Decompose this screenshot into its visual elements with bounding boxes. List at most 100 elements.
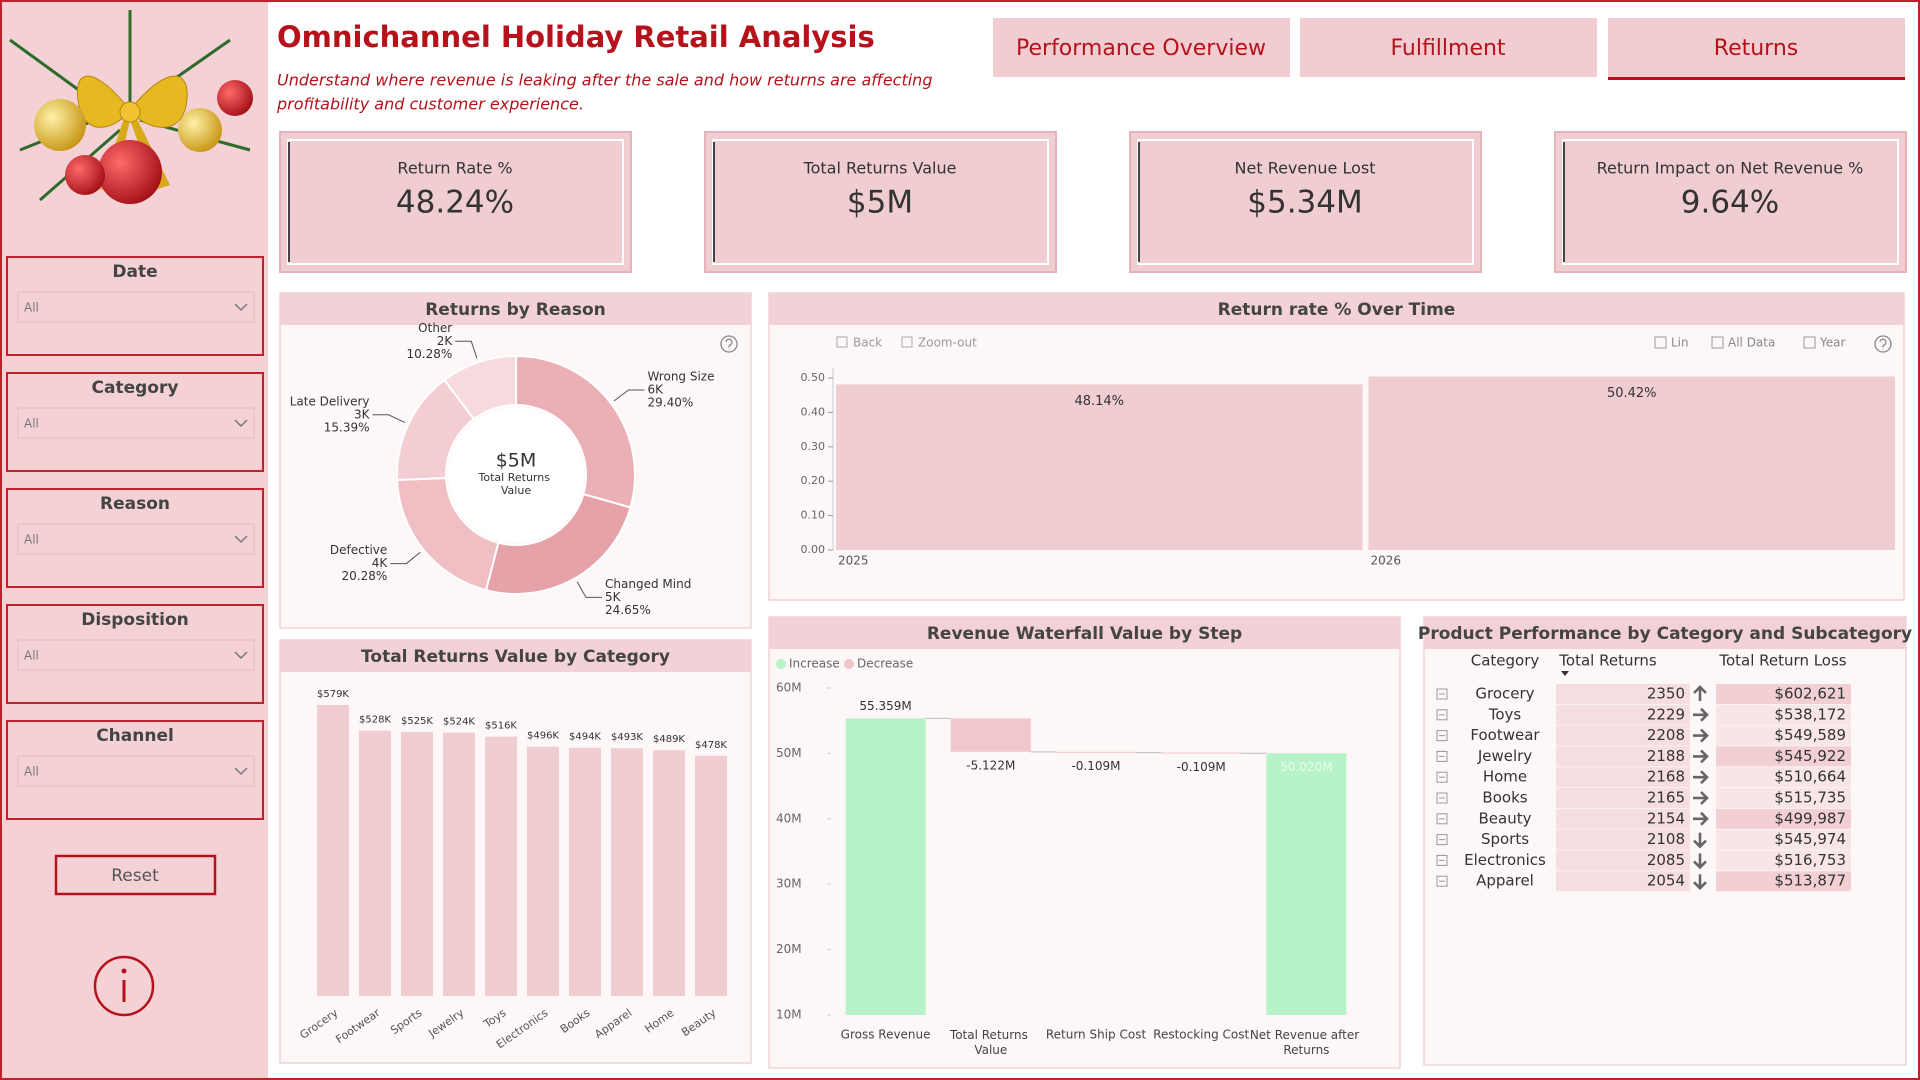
toolbar-icon [1654,336,1667,349]
expand-icon[interactable] [1436,730,1448,742]
y-tick-label: 0.40 [801,405,826,418]
kpi-inner [1137,139,1474,265]
legend-label: Decrease [857,657,913,671]
tab-label[interactable]: Performance Overview [1016,36,1266,61]
column-header: Category [1471,652,1540,670]
toolbar-icon [836,336,848,348]
trend-arrow [1693,770,1709,785]
cell-bg [1716,850,1851,871]
expand-icon[interactable] [1436,834,1448,846]
x-tick-label: Total Returns Value [949,1028,1032,1057]
help-icon-glyph [1879,338,1887,350]
title: Omnichannel Holiday Retail Analysis [277,20,875,54]
row-category: Sports [1481,830,1529,848]
row-loss: $513,877 [1774,872,1846,890]
waterfall-value-label: 50.020M [1280,760,1332,774]
waterfall-bar [1056,751,1136,753]
kpi-inner [1562,139,1899,265]
waterfall-bar [845,718,926,1015]
trend-arrow [1693,749,1709,764]
x-tick-label: 2025 [838,554,869,568]
donut-value-label: 29.40% [647,395,693,409]
cell-bg [1556,725,1690,746]
toolbar-button[interactable]: Zoom-out [918,336,977,350]
panel-header [769,617,1400,649]
row-returns: 2229 [1647,705,1685,723]
panel-header [280,640,751,672]
expand-icon[interactable] [1436,875,1448,887]
expand-icon[interactable] [1436,709,1448,721]
reset-button[interactable] [54,854,217,896]
bar [611,748,643,996]
donut-count-label: 4K [372,556,389,570]
cell-bg [1716,808,1851,829]
tab[interactable] [1608,18,1905,77]
row-category: Grocery [1475,685,1534,703]
y-tick-label: 0.10 [801,509,826,522]
toolbar-button[interactable]: Year [1819,336,1845,350]
cell-bg [1716,704,1851,725]
subtitle: profitability and customer experience. [276,95,584,114]
filter-value: All [24,765,39,779]
tab[interactable] [1300,18,1597,77]
trend-arrow [1693,832,1707,849]
expand-icon[interactable] [1436,688,1448,700]
filter-label: Reason [100,494,170,514]
row-returns: 2350 [1647,685,1685,703]
bar [401,732,433,996]
bar [1368,376,1895,550]
waterfall-bar [1161,752,1242,754]
expand-icon[interactable] [1436,854,1448,866]
expand-icon[interactable] [1436,813,1448,825]
cell-bg [1556,850,1690,871]
bar-value-label: 50.42% [1607,386,1657,401]
x-tick-label: Net Revenue after Returns [1250,1028,1363,1057]
tab-label[interactable]: Fulfillment [1390,36,1505,61]
filter-dropdown[interactable] [17,291,255,323]
tab[interactable] [993,18,1290,77]
toolbar-button[interactable]: All Data [1728,336,1775,350]
expand-icon[interactable] [1436,750,1448,762]
expand-icon[interactable] [1436,792,1448,804]
row-loss: $545,974 [1774,830,1846,848]
donut-label: Late Delivery [290,394,370,408]
reset-label[interactable]: Reset [111,866,159,886]
x-tick-label: Return Ship Cost [1046,1028,1147,1042]
toolbar-icon [1711,336,1724,349]
x-tick-label: 2026 [1371,554,1402,568]
toolbar-button[interactable]: Back [853,336,882,350]
kpi-label: Total Returns Value [803,159,957,178]
donut-hole [448,407,584,543]
filter-dropdown[interactable] [17,755,255,787]
kpi-inner [712,139,1049,265]
filter-dropdown[interactable] [17,407,255,439]
expand-icon[interactable] [1436,771,1448,783]
tab-label[interactable]: Returns [1714,36,1798,61]
cell-bg [1556,767,1690,788]
info-button[interactable] [93,955,155,1017]
waterfall-value-label: 55.359M [859,699,911,713]
donut-value-label: 10.28% [406,347,452,361]
panel-header [1424,617,1906,649]
row-category: Electronics [1464,851,1546,869]
y-tick-label: 60M [776,681,802,695]
cell-bg [1556,746,1690,767]
bar [569,747,601,996]
filter-dropdown[interactable] [17,523,255,555]
filter-value: All [24,649,39,663]
donut-label: Changed Mind [605,577,691,591]
leader-line [372,414,406,423]
tab-underline [1608,77,1905,80]
donut-count-label: 6K [647,382,664,396]
filter-dropdown[interactable] [17,639,255,671]
filter-label: Channel [96,726,174,746]
panel-title: Revenue Waterfall Value by Step [927,624,1242,644]
y-tick-label: 0.50 [801,371,826,384]
cell-bg [1556,788,1690,808]
donut-label: Other [418,321,452,335]
row-category: Toys [1488,705,1522,723]
row-loss: $499,987 [1774,809,1846,827]
column-header: Total Returns [1558,652,1657,670]
toolbar-button[interactable]: Lin [1671,336,1689,350]
